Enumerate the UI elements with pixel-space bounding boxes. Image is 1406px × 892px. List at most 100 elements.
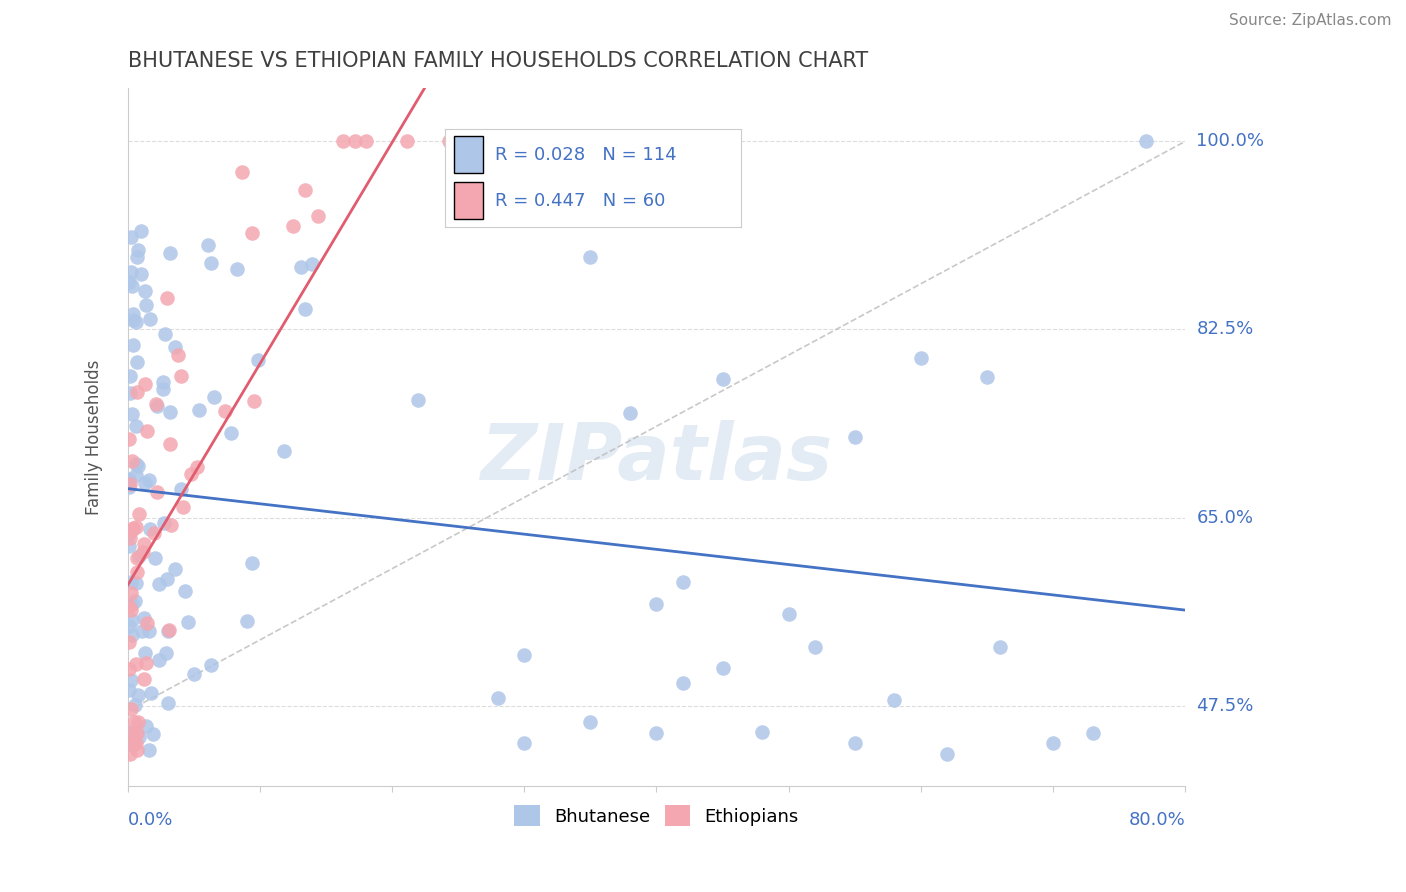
Point	[142, 726, 165, 740]
Point	[118, 725, 141, 739]
Point	[120, 673, 142, 688]
Text: Source: ZipAtlas.com: Source: ZipAtlas.com	[1229, 13, 1392, 29]
Point	[132, 545, 155, 559]
Point	[242, 394, 264, 409]
Point	[170, 483, 193, 497]
Text: 82.5%: 82.5%	[1197, 320, 1254, 338]
Point	[127, 688, 149, 702]
Point	[240, 227, 263, 241]
Point	[121, 278, 143, 293]
Legend: Bhutanese, Ethiopians: Bhutanese, Ethiopians	[508, 798, 806, 833]
Point	[125, 355, 148, 369]
Point	[128, 730, 150, 744]
Point	[122, 307, 145, 321]
Point	[172, 500, 194, 515]
Point	[118, 477, 141, 491]
Point	[200, 658, 222, 673]
Point	[125, 457, 148, 471]
Point	[122, 714, 145, 729]
Point	[159, 246, 181, 260]
Point	[127, 244, 149, 258]
Point	[441, 134, 464, 148]
Point	[122, 736, 145, 750]
Point	[122, 312, 145, 326]
Point	[645, 597, 668, 611]
Point	[120, 586, 142, 600]
Text: BHUTANESE VS ETHIOPIAN FAMILY HOUSEHOLDS CORRELATION CHART: BHUTANESE VS ETHIOPIAN FAMILY HOUSEHOLDS…	[128, 51, 868, 70]
Point	[124, 698, 146, 713]
Point	[645, 726, 668, 740]
Point	[437, 134, 460, 148]
Point	[188, 402, 211, 417]
Point	[127, 384, 149, 399]
Point	[118, 599, 141, 614]
Point	[132, 672, 155, 686]
Point	[131, 624, 153, 639]
Point	[751, 725, 773, 739]
Point	[124, 736, 146, 750]
Point	[157, 623, 180, 637]
Point	[165, 339, 187, 353]
Point	[988, 640, 1011, 654]
Point	[121, 407, 143, 421]
Point	[301, 257, 323, 271]
Point	[1042, 736, 1064, 750]
Point	[231, 165, 253, 179]
Point	[134, 284, 156, 298]
Point	[396, 134, 419, 148]
Point	[883, 693, 905, 707]
Point	[118, 473, 141, 487]
Point	[156, 572, 179, 586]
Point	[290, 260, 312, 274]
Point	[124, 594, 146, 608]
Point	[486, 690, 509, 705]
Point	[167, 348, 190, 362]
Point	[120, 702, 142, 716]
Y-axis label: Family Households: Family Households	[86, 359, 103, 515]
Point	[152, 375, 174, 389]
Text: 100.0%: 100.0%	[1197, 132, 1264, 150]
Point	[163, 562, 186, 576]
Point	[354, 134, 377, 148]
Point	[125, 520, 148, 534]
Point	[910, 351, 932, 365]
Point	[408, 393, 430, 408]
Point	[778, 607, 800, 622]
Point	[844, 736, 866, 750]
Point	[173, 583, 195, 598]
Point	[672, 675, 695, 690]
Point	[118, 472, 141, 486]
Point	[197, 237, 219, 252]
Point	[132, 611, 155, 625]
Point	[183, 667, 205, 681]
Point	[148, 652, 170, 666]
Point	[134, 646, 156, 660]
Point	[332, 134, 354, 148]
Point	[200, 256, 222, 270]
Point	[139, 685, 162, 699]
Point	[135, 424, 157, 438]
Point	[121, 521, 143, 535]
Point	[125, 419, 148, 434]
Point	[125, 550, 148, 565]
Point	[443, 134, 465, 148]
Point	[118, 539, 141, 553]
Point	[131, 224, 153, 238]
Text: 0.0%: 0.0%	[128, 812, 173, 830]
Point	[135, 719, 157, 733]
Point	[118, 385, 141, 400]
Point	[294, 302, 316, 317]
Point	[121, 725, 143, 739]
Point	[153, 516, 176, 531]
Point	[125, 657, 148, 671]
Point	[132, 537, 155, 551]
Point	[579, 714, 602, 729]
Point	[125, 742, 148, 756]
Point	[135, 656, 157, 670]
Point	[120, 229, 142, 244]
Text: ZIPatlas: ZIPatlas	[481, 420, 832, 496]
Point	[186, 459, 208, 474]
Point	[247, 352, 270, 367]
Point	[226, 261, 249, 276]
Point	[513, 736, 536, 750]
